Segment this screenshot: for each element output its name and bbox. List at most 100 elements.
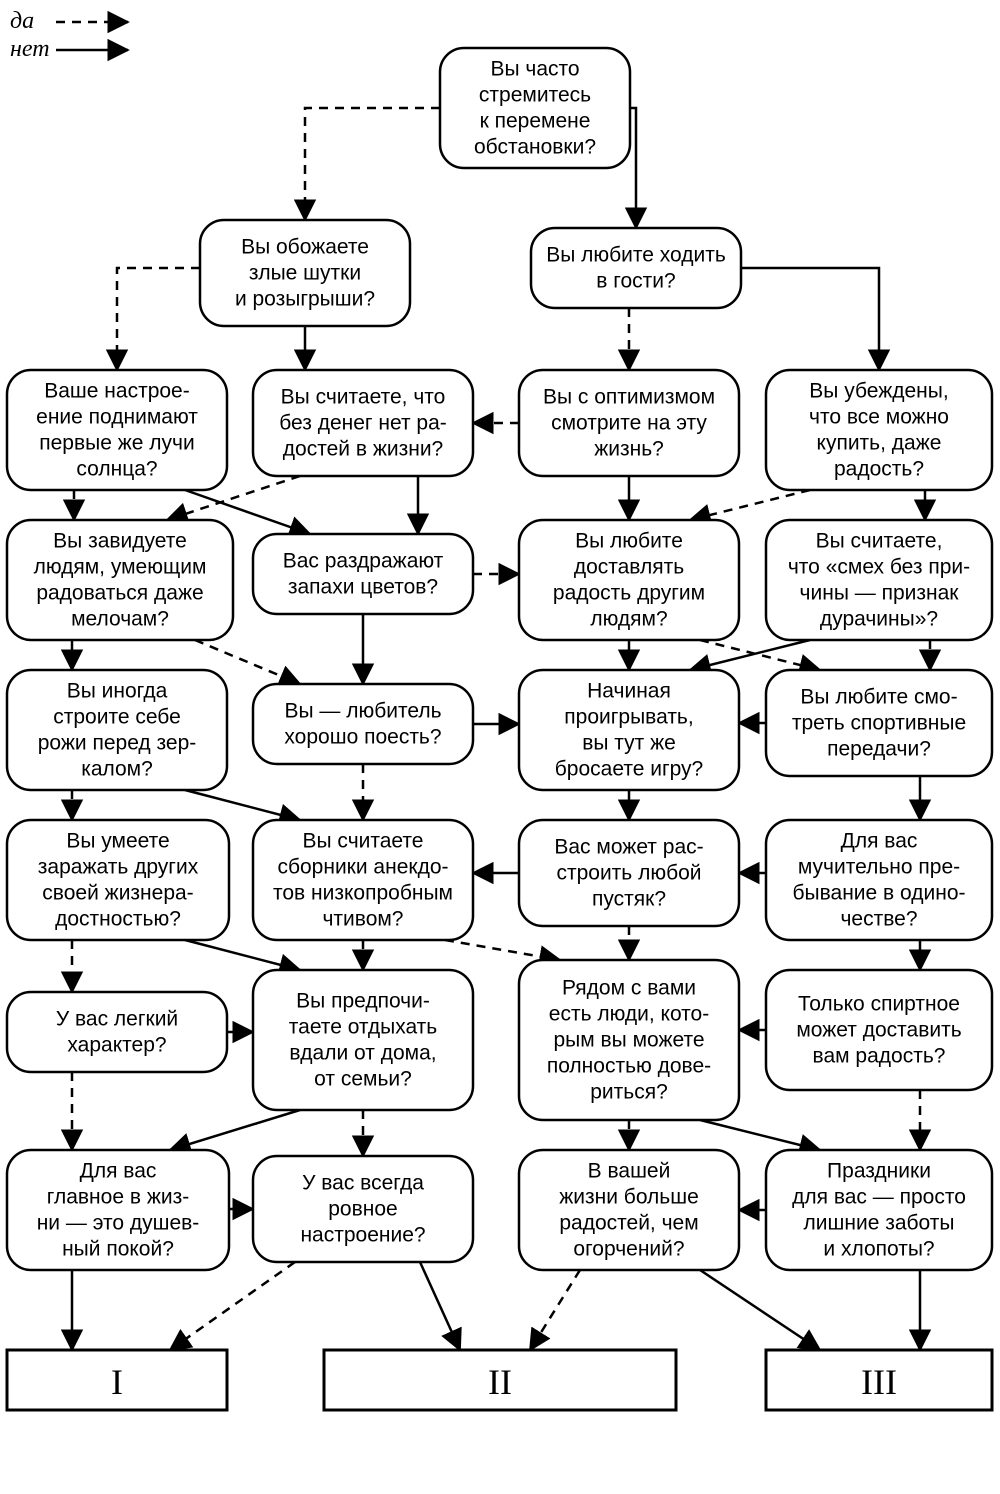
node-text: вам радость? (813, 1045, 946, 1068)
node-text: рым вы можете (553, 1029, 704, 1052)
result-r1: I (7, 1350, 227, 1410)
nodes-layer: Вы частостремитеськ переменеобстановки? В… (7, 48, 992, 1270)
node-text: мелочам? (71, 608, 169, 631)
legend-yes-label: да (10, 8, 34, 34)
result-label: III (861, 1362, 897, 1402)
node-text: Начиная (587, 680, 671, 703)
node-text: заражать других (38, 856, 199, 879)
node-text: Вы обожаете (241, 236, 369, 259)
node-q3b: Вас раздражаютзапахи цветов? (253, 534, 473, 614)
edge-q7b-r1 (170, 1262, 295, 1350)
node-text: жизни больше (559, 1186, 699, 1209)
node-text: Вас может рас- (554, 836, 703, 859)
node-text: запахи цветов? (288, 576, 438, 599)
node-q6c: Рядом с вамиесть люди, кото-рым вы может… (519, 960, 739, 1120)
node-text: Вы предпочи- (296, 990, 430, 1013)
node-text: огорчений? (573, 1238, 684, 1261)
node-text: Вы считаете, что (281, 386, 446, 409)
node-text: без денег нет ра- (279, 412, 447, 435)
node-text: что «смех без при- (788, 556, 970, 579)
node-text: главное в жиз- (47, 1186, 189, 1209)
edge-q6c-q7d (700, 1120, 820, 1150)
node-text: чины — признак (800, 582, 960, 605)
node-text: Только спиртное (798, 993, 960, 1016)
node-text: и хлопоты? (823, 1238, 934, 1261)
node-text: первые же лучи (39, 432, 194, 455)
node-text: Вы с оптимизмом (543, 386, 715, 409)
node-text: чтивом? (322, 908, 403, 931)
node-text: своей жизнера- (42, 882, 193, 905)
edge-q4a-q5b (185, 790, 300, 820)
node-q2a: Ваше настрое-ение поднимают первые же луч… (7, 370, 227, 490)
node-q7c: В вашейжизни большерадостей, чемогорчени… (519, 1150, 739, 1270)
node-text: стремитесь (479, 84, 591, 107)
node-text: злые шутки (249, 262, 361, 285)
node-text: Вы иногда (67, 680, 168, 703)
legend-no-label: нет (10, 36, 50, 62)
node-text: ение поднимают (36, 406, 198, 429)
node-text: купить, даже (817, 432, 942, 455)
node-text: радостей, чем (559, 1212, 698, 1235)
node-text: в гости? (596, 270, 675, 293)
node-q7b: У вас всегдаровноенастроение? (253, 1156, 473, 1262)
edge-q7c-r2 (530, 1270, 580, 1350)
node-text: мучительно пре- (798, 856, 960, 879)
edge-q5b-q6c (445, 940, 560, 960)
results-layer: IIIIII (7, 1350, 992, 1410)
node-q5c: Вас может рас-строить любойпустяк? (519, 820, 739, 926)
node-text: от семьи? (314, 1068, 412, 1091)
node-text: Вы умеете (66, 830, 169, 853)
node-q4b: Вы — любительхорошо поесть? (253, 684, 473, 764)
node-text: доставлять (574, 556, 684, 579)
node-q0: Вы частостремитеськ переменеобстановки? (440, 48, 630, 168)
node-text: бывание в одино- (792, 882, 965, 905)
node-text: Вы любите (575, 530, 683, 553)
node-q2b: Вы считаете, что без денег нет ра-достей … (253, 370, 473, 476)
result-label: II (488, 1362, 512, 1402)
node-text: тов низкопробным (273, 882, 453, 905)
legend: да нет (10, 8, 128, 62)
node-text: достностью? (55, 908, 181, 931)
node-text: Ваше настрое- (44, 380, 189, 403)
node-text: рожи перед зер- (38, 732, 197, 755)
node-text: передачи? (827, 738, 931, 761)
node-text: У вас легкий (56, 1008, 178, 1031)
node-text: Вы считаете (303, 830, 424, 853)
node-text: лишние заботы (804, 1212, 955, 1235)
node-text: честве? (840, 908, 917, 931)
node-text: что все можно (809, 406, 949, 429)
node-text: дурачины»? (820, 608, 938, 631)
edge-q3d-q4c (690, 640, 810, 670)
result-r3: III (766, 1350, 992, 1410)
node-q3d: Вы считаете,что «смех без при-чины — при… (766, 520, 992, 640)
node-text: проигрывать, (564, 706, 693, 729)
node-text: обстановки? (474, 136, 596, 159)
node-text: ровное (328, 1198, 397, 1221)
node-text: достей в жизни? (283, 438, 443, 461)
node-text: радость другим (553, 582, 705, 605)
result-r2: II (324, 1350, 676, 1410)
node-q5d: Для васмучительно пре-бывание в одино-че… (766, 820, 992, 940)
node-text: хорошо поесть? (284, 726, 441, 749)
node-text: пустяк? (592, 888, 666, 911)
node-text: ни — это душев- (37, 1212, 200, 1235)
node-text: радость? (834, 458, 924, 481)
node-text: и розыгрыши? (235, 288, 375, 311)
edge-q7b-r2 (420, 1262, 460, 1350)
edge-q1a-q2a (117, 268, 200, 370)
node-q5b: Вы считаетесборники анекдо-тов низкопроб… (253, 820, 473, 940)
edge-q7c-r3 (700, 1270, 820, 1350)
node-text: вдали от дома, (289, 1042, 436, 1065)
node-text: радоваться даже (36, 582, 203, 605)
node-text: треть спортивные (792, 712, 966, 735)
node-q7a: Для васглавное в жиз-ни — это душев-ный … (7, 1150, 229, 1270)
node-q6d: Только спиртное может доставить вам радост… (766, 970, 992, 1090)
node-text: риться? (590, 1081, 668, 1104)
node-q2c: Вы с оптимизмомсмотрите на этужизнь? (519, 370, 739, 476)
node-text: бросаете игру? (555, 758, 703, 781)
node-text: вы тут же (582, 732, 676, 755)
node-text: Вы любите смо- (800, 686, 957, 709)
node-text: может доставить (796, 1019, 961, 1042)
node-q4d: Вы любите смо-треть спортивные передачи? (766, 670, 992, 776)
node-q1a: Вы обожаете злые шутки и розыгрыши? (200, 220, 410, 326)
